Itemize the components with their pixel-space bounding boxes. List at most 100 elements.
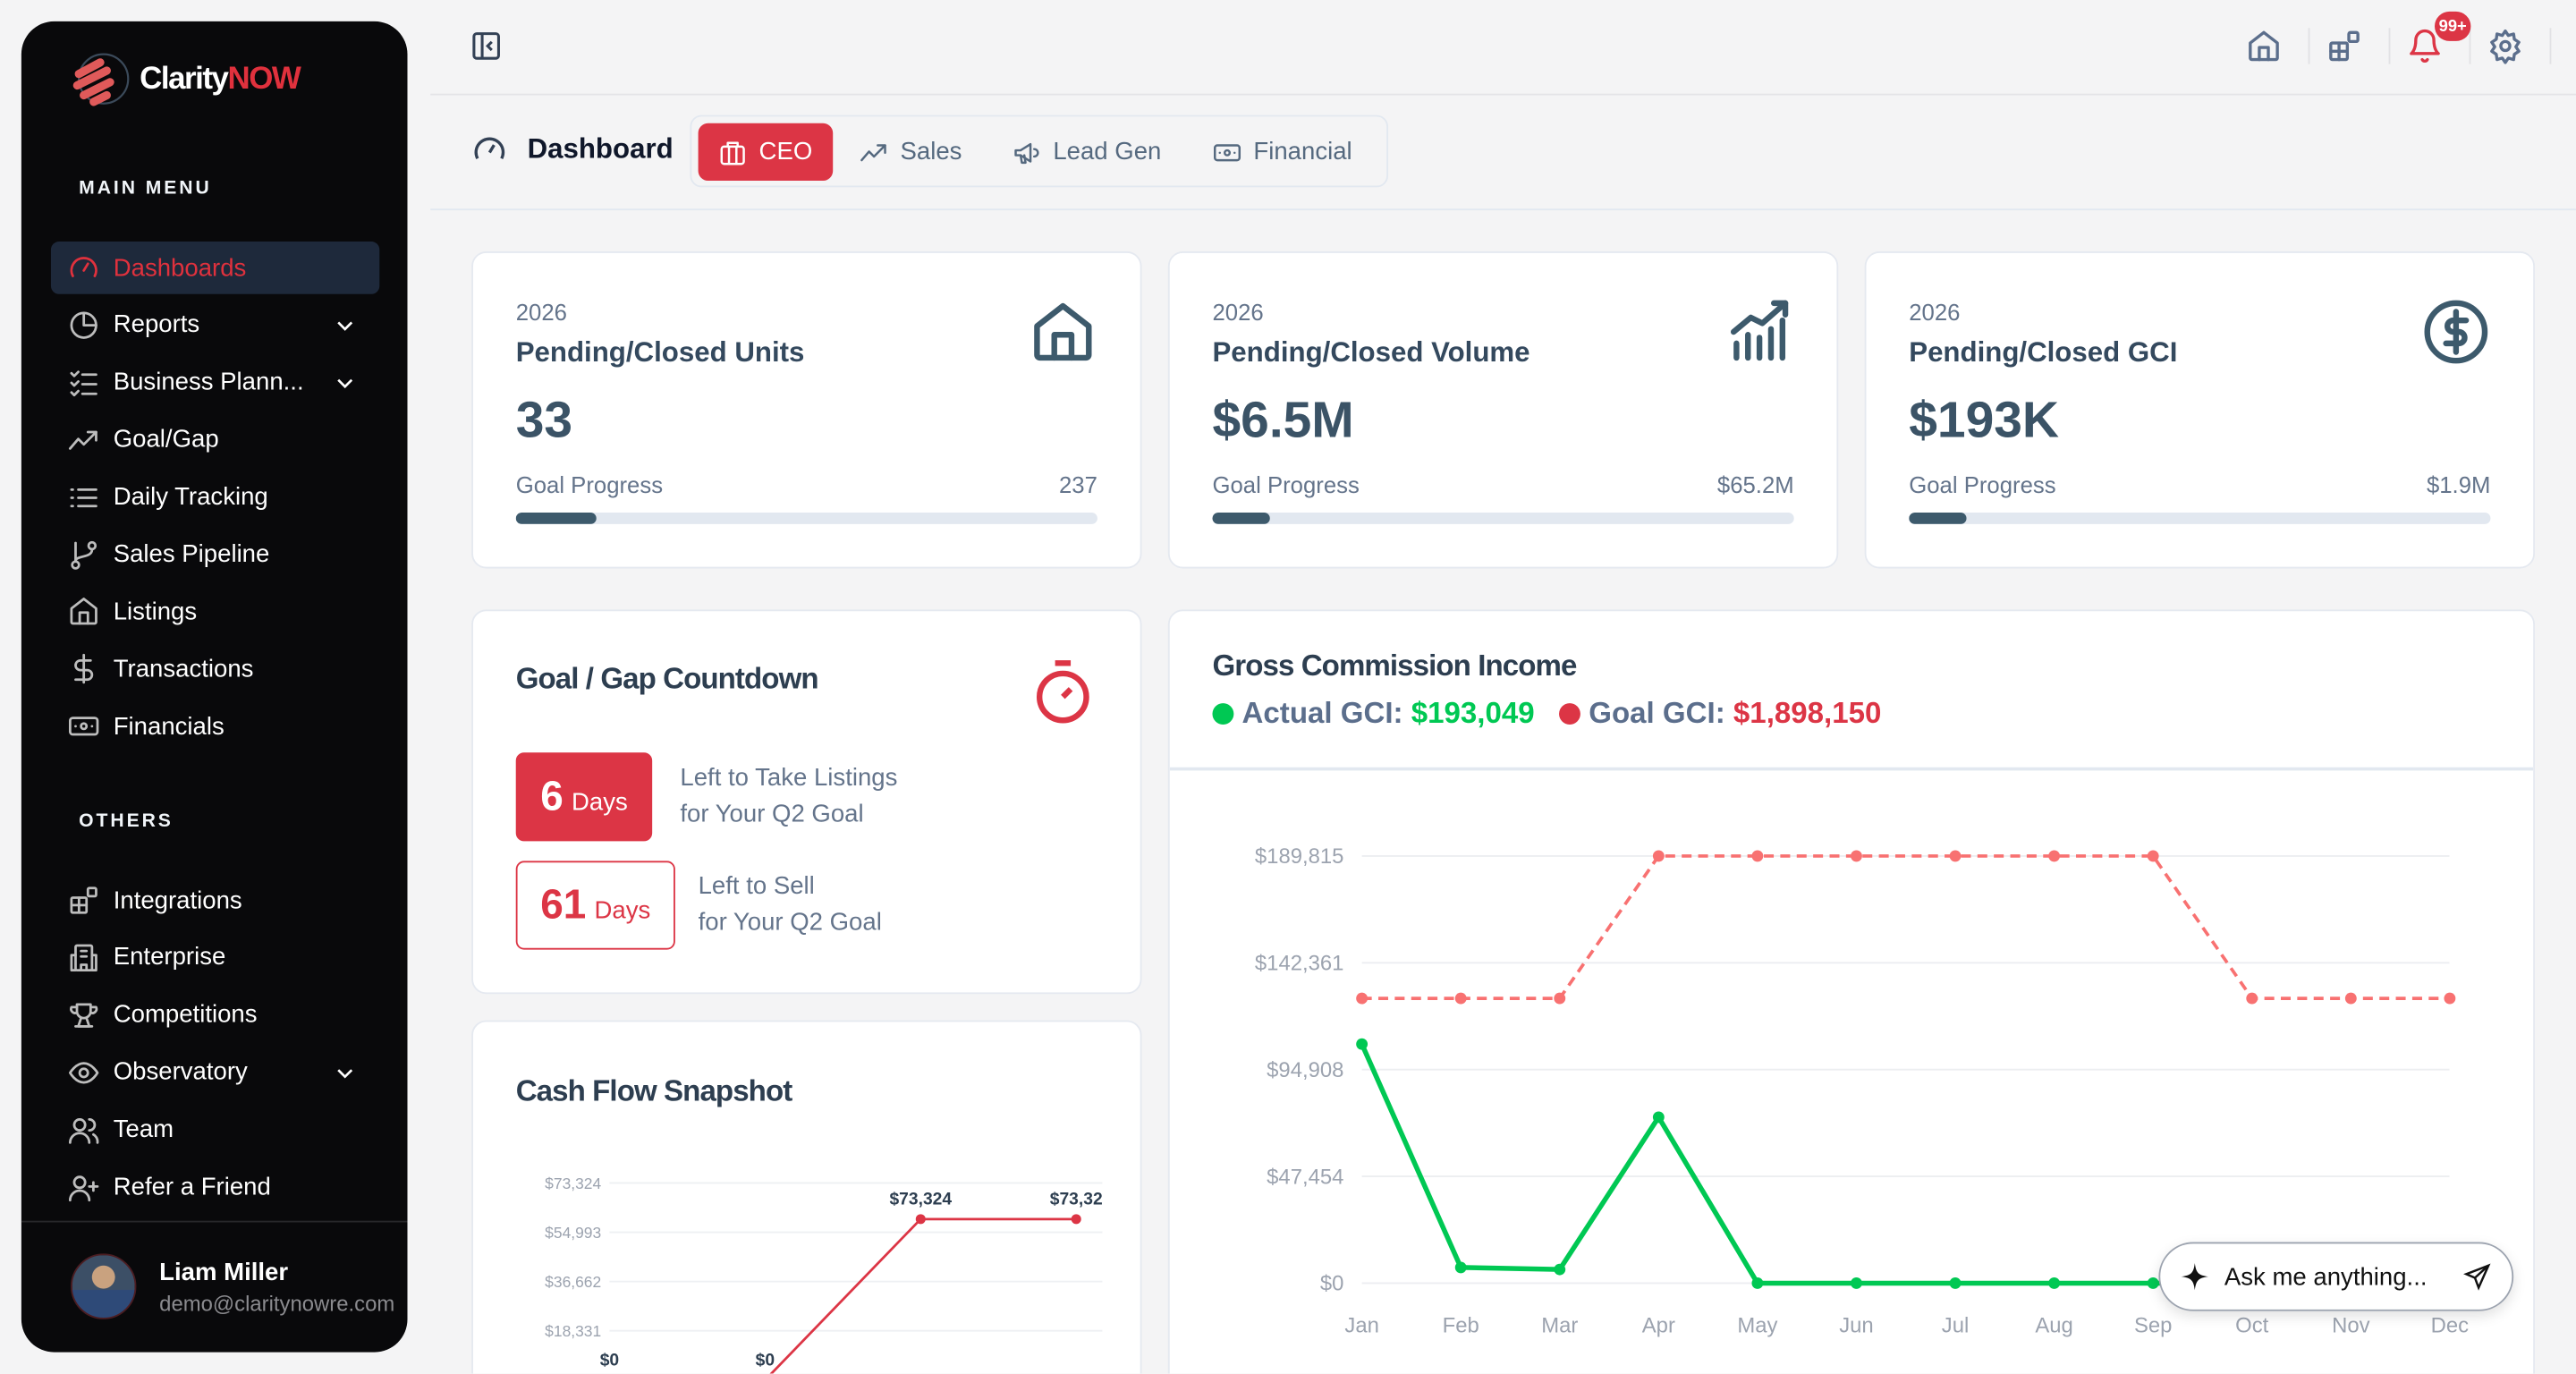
kpi-title: Pending/Closed GCI [1909, 336, 2178, 369]
legend-actual-label: Actual GCI: [1241, 696, 1403, 730]
sidebar-item-enterprise[interactable]: Enterprise [51, 931, 379, 984]
x-tick-label: Jul [1942, 1314, 1970, 1338]
chevron-down-icon[interactable] [334, 371, 357, 394]
tab-financial[interactable]: Financial [1192, 123, 1371, 181]
kpi-value: 33 [515, 391, 573, 449]
sidebar-item-label: Listings [113, 598, 198, 626]
x-tick-label: May [1737, 1314, 1777, 1338]
x-tick-label: Aug [2035, 1314, 2072, 1338]
tab-label: Sales [900, 138, 962, 166]
sidebar: ClarityNOW MAIN MENU Dashboards Reports Bu… [21, 21, 408, 1353]
sparkle-icon [2181, 1262, 2208, 1291]
tab-label: Lead Gen [1053, 138, 1162, 166]
trend-up-icon [68, 430, 97, 450]
sidebar-item-refer-a-friend[interactable]: Refer a Friend [51, 1161, 379, 1214]
legend-dot-goal [1559, 703, 1581, 725]
sidebar-item-label: Transactions [113, 655, 254, 683]
home-button[interactable] [2246, 28, 2282, 64]
cash-flow-chart: $73,324 $54,993 $36,662 $18,331 $0 $0 $73,324 $… [545, 1175, 1103, 1374]
sidebar-item-dashboards[interactable]: Dashboards [50, 241, 380, 294]
user-email: demo@claritynowre.com [159, 1290, 395, 1316]
sidebar-item-daily-tracking[interactable]: Daily Tracking [51, 471, 379, 523]
brand-name: ClarityNOW [140, 62, 301, 98]
sidebar-item-team[interactable]: Team [51, 1104, 379, 1157]
kpi-year: 2026 [1909, 299, 1961, 326]
sidebar-item-financials[interactable]: Financials [51, 700, 379, 753]
actual-gci-point [1356, 1038, 1368, 1050]
chevron-down-icon[interactable] [334, 1061, 357, 1084]
x-tick-label: Jan [1344, 1314, 1378, 1338]
sidebar-item-sales-pipeline[interactable]: Sales Pipeline [51, 528, 379, 581]
main-menu-label: MAIN MENU [79, 179, 212, 199]
house-icon [70, 598, 97, 626]
ask-ai-input[interactable]: Ask me anything... [2158, 1242, 2514, 1311]
sidebar-item-label: Observatory [113, 1058, 248, 1087]
y-tick-label: $47,454 [1267, 1165, 1343, 1189]
sidebar-item-label: Competitions [113, 1001, 258, 1030]
tab-lead-gen[interactable]: Lead Gen [992, 123, 1181, 181]
blocks-icon [2329, 30, 2360, 62]
tab-ceo[interactable]: CEO [698, 123, 833, 182]
avatar [70, 1253, 137, 1319]
eye-icon [68, 1061, 99, 1083]
others-label: OTHERS [79, 811, 174, 832]
sidebar-item-label: Enterprise [113, 943, 226, 972]
cash-flow-title: Cash Flow Snapshot [515, 1074, 793, 1107]
blocks-button[interactable] [2326, 28, 2362, 64]
goal-gci-point [1554, 992, 1566, 1005]
countdown-sell-text: Left to Sell for Your Q2 Goal [699, 869, 882, 942]
bar-chart-trend-icon [1730, 300, 1789, 361]
sidebar-item-label: Sales Pipeline [113, 540, 270, 569]
kpi-value: $6.5M [1212, 391, 1354, 449]
x-tick-label: Sep [2134, 1314, 2172, 1338]
collapse-sidebar-icon[interactable] [470, 30, 503, 63]
countdown-number: 6 [540, 773, 564, 819]
progress-bar [515, 513, 1097, 524]
building-icon [70, 944, 97, 971]
sidebar-item-label: Refer a Friend [113, 1173, 271, 1201]
tab-label: Financial [1253, 138, 1352, 166]
sidebar-item-competitions[interactable]: Competitions [51, 988, 379, 1041]
actual-gci-point [1949, 1277, 1962, 1289]
kpi-title: Pending/Closed Volume [1212, 336, 1530, 369]
tab-sales[interactable]: Sales [840, 123, 982, 181]
briefcase-icon [720, 140, 745, 165]
sidebar-item-listings[interactable]: Listings [51, 586, 379, 639]
actual-gci-point [1554, 1263, 1566, 1276]
chevron-down-icon[interactable] [334, 314, 357, 337]
sidebar-item-reports[interactable]: Reports [51, 299, 379, 352]
countdown-listings-box: 6 Days [515, 752, 653, 842]
sidebar-item-transactions[interactable]: Transactions [51, 643, 379, 696]
user-profile[interactable]: Liam Miller demo@claritynowre.com [70, 1253, 395, 1319]
goal-gci-point [2444, 992, 2456, 1005]
bell-button[interactable] [2407, 28, 2443, 64]
legend-actual-value: $193,049 [1411, 696, 1535, 730]
gci-title: Gross Commission Income [1212, 649, 1577, 683]
git-branch-icon [71, 539, 97, 569]
kpi-year: 2026 [1212, 299, 1264, 326]
gci-legend: Actual GCI: $193,049 Goal GCI: $1,898,15… [1212, 697, 1881, 732]
sidebar-item-business-plann[interactable]: Business Plann... [51, 356, 379, 409]
countdown-number: 61 [540, 881, 587, 928]
progress-bar [1212, 513, 1794, 524]
y-tick-label: $73,324 [545, 1175, 601, 1192]
cash-flow-card: Cash Flow Snapshot $73,324 $54,993 $36,662… [471, 1020, 1142, 1374]
y-tick-label: $189,815 [1255, 844, 1344, 869]
kpi-title: Pending/Closed Units [515, 336, 805, 369]
brand-name-part2: NOW [227, 62, 301, 98]
countdown-line2: for Your Q2 Goal [698, 908, 882, 937]
sidebar-item-goal-gap[interactable]: Goal/Gap [51, 413, 379, 466]
send-icon[interactable] [2462, 1262, 2492, 1292]
sidebar-item-observatory[interactable]: Observatory [51, 1046, 379, 1098]
logo[interactable]: ClarityNOW [71, 51, 301, 110]
kpi-year: 2026 [515, 299, 567, 326]
gear-icon [2490, 29, 2521, 64]
goal-gci-point [1949, 850, 1962, 862]
gauge-icon [474, 137, 505, 160]
countdown-line1: Left to Take Listings [680, 764, 898, 793]
banknote-icon [1213, 143, 1241, 161]
actual-gci-point [2048, 1277, 2061, 1289]
sidebar-item-integrations[interactable]: Integrations [51, 874, 379, 927]
data-point [1071, 1214, 1081, 1225]
gear-button[interactable] [2487, 28, 2523, 64]
